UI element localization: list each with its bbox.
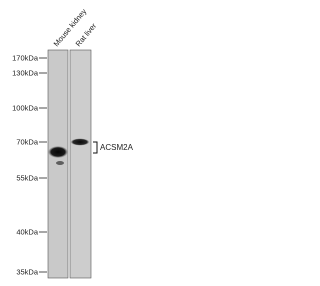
marker-label: 40kDa — [16, 228, 39, 237]
marker-label: 170kDa — [12, 54, 39, 63]
bracket — [93, 141, 98, 154]
band — [70, 138, 90, 146]
marker-label: 130kDa — [12, 69, 39, 78]
band — [56, 161, 64, 165]
marker-label: 100kDa — [12, 104, 39, 113]
marker-label: 35kDa — [16, 268, 39, 277]
band — [48, 146, 68, 158]
lane — [69, 49, 92, 279]
western-blot: ACSM2A 170kDa 130kDa 100kDa 70kDa 55kDa 40kDa… — [12, 7, 134, 279]
target-label: ACSM2A — [100, 143, 134, 152]
marker-label: 70kDa — [16, 138, 39, 147]
marker-label: 55kDa — [16, 174, 39, 183]
